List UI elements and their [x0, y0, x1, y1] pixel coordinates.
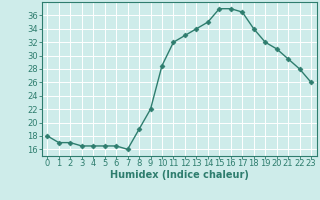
X-axis label: Humidex (Indice chaleur): Humidex (Indice chaleur)	[110, 170, 249, 180]
